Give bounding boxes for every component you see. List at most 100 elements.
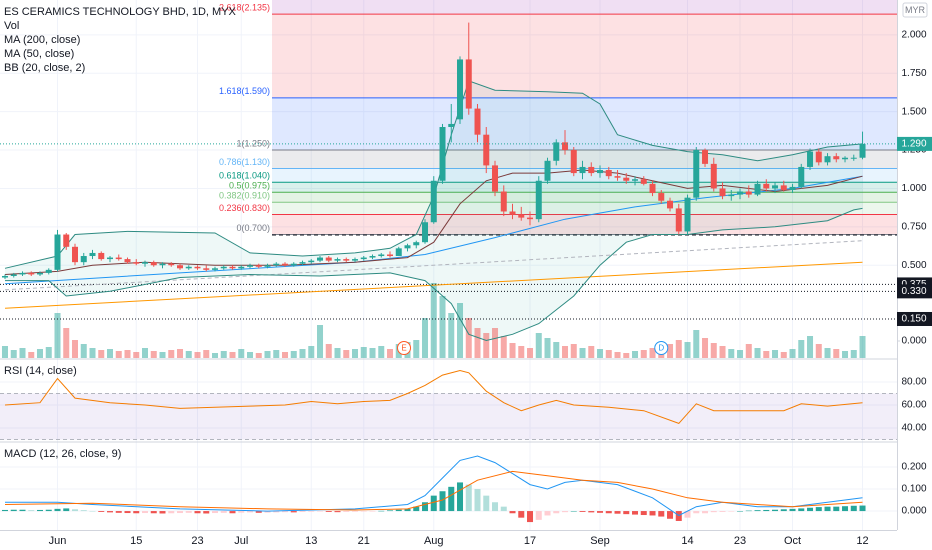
candle-body bbox=[10, 274, 17, 276]
y-tick-label: 1.750 bbox=[901, 68, 926, 79]
candle-body bbox=[430, 180, 437, 223]
macd-legend: MACD (12, 26, close, 9) bbox=[4, 448, 121, 460]
macd-histogram-bar bbox=[299, 511, 306, 512]
volume-bar bbox=[80, 344, 87, 358]
ma200-legend: MA (200, close) bbox=[4, 34, 80, 46]
candle-body bbox=[667, 200, 674, 209]
volume-bar bbox=[439, 296, 446, 358]
candle-body bbox=[115, 257, 122, 260]
candle-body bbox=[693, 150, 700, 198]
price-pane: 0(0.700) 0.236(0.830) 0.382(0.910)0.5(0.97… bbox=[0, 0, 897, 358]
volume-bar bbox=[430, 283, 437, 358]
candle-body bbox=[859, 143, 866, 158]
candle-body bbox=[308, 260, 315, 263]
currency-box[interactable] bbox=[902, 2, 928, 18]
volume-bar bbox=[614, 352, 621, 358]
volume-bar bbox=[28, 352, 35, 358]
candle-body bbox=[80, 256, 87, 263]
macd-histogram-bar bbox=[133, 511, 140, 514]
volume-bar bbox=[763, 351, 770, 358]
macd-histogram-bar bbox=[10, 509, 17, 512]
candle-body bbox=[159, 263, 166, 266]
fib-label: 0.786(1.130) bbox=[219, 157, 270, 167]
fib-label: 0(0.700) bbox=[236, 223, 270, 233]
volume-bar bbox=[737, 350, 744, 358]
volume-bar bbox=[290, 351, 297, 358]
candle-body bbox=[824, 156, 831, 163]
candle-body bbox=[264, 265, 271, 267]
volume-bar bbox=[194, 352, 201, 358]
x-tick-label: 21 bbox=[358, 535, 370, 547]
fib-label: 1.618(1.590) bbox=[219, 86, 270, 96]
y-tick-label: 0.000 bbox=[901, 506, 926, 517]
y-tick-label: 1.000 bbox=[901, 183, 926, 194]
candle-body bbox=[395, 248, 402, 257]
candle-body bbox=[483, 134, 490, 166]
candle-body bbox=[710, 163, 717, 189]
volume-bar bbox=[745, 344, 752, 358]
macd-histogram-bar bbox=[780, 509, 787, 512]
macd-histogram-bar bbox=[570, 511, 577, 512]
macd-histogram-bar bbox=[850, 505, 857, 512]
macd-histogram-bar bbox=[203, 511, 210, 514]
volume-bar bbox=[859, 336, 866, 358]
y-tick-label: 60.00 bbox=[901, 400, 926, 411]
volume-bar bbox=[457, 303, 464, 358]
event-label: D bbox=[658, 344, 664, 353]
volume-legend: Vol bbox=[4, 20, 19, 32]
x-tick-label: 23 bbox=[734, 535, 746, 547]
volume-bar bbox=[185, 351, 192, 358]
candle-body bbox=[168, 263, 175, 266]
volume-bar bbox=[255, 353, 262, 358]
volume-bar bbox=[98, 350, 105, 358]
macd-histogram-bar bbox=[518, 511, 525, 518]
chart-title: ES CERAMICS TECHNOLOGY BHD, 1D, MYX bbox=[4, 6, 237, 18]
candle-body bbox=[509, 211, 516, 215]
candle-body bbox=[255, 265, 262, 267]
macd-histogram-bar bbox=[247, 511, 254, 513]
macd-histogram-bar bbox=[710, 511, 717, 513]
macd-histogram-bar bbox=[859, 505, 866, 512]
candle-body bbox=[737, 191, 744, 195]
macd-histogram-bar bbox=[465, 484, 472, 512]
rsi-line bbox=[4, 369, 863, 424]
macd-histogram-bar bbox=[614, 511, 621, 514]
volume-bar bbox=[273, 350, 280, 358]
macd-pane bbox=[1, 455, 866, 523]
macd-histogram-bar bbox=[807, 507, 814, 512]
fib-zone bbox=[272, 150, 897, 169]
price-line-box bbox=[897, 284, 932, 299]
macd-histogram-bar bbox=[448, 486, 455, 512]
fib-zone bbox=[272, 14, 897, 98]
macd-histogram-bar bbox=[422, 502, 429, 512]
volume-bar bbox=[387, 349, 394, 358]
macd-histogram-bar bbox=[833, 506, 840, 512]
volume-bar bbox=[247, 352, 254, 358]
candle-body bbox=[422, 222, 429, 243]
volume-bar bbox=[623, 353, 630, 358]
macd-histogram-bar bbox=[824, 506, 831, 512]
x-tick-label: Jul bbox=[234, 535, 248, 547]
volume-bar bbox=[36, 349, 43, 358]
candle-body bbox=[798, 166, 805, 187]
volume-bar bbox=[824, 348, 831, 358]
candle-body bbox=[562, 142, 569, 151]
candle-body bbox=[623, 177, 630, 181]
macd-histogram-bar bbox=[535, 511, 542, 520]
volume-bar bbox=[369, 348, 376, 358]
y-tick-label: 1.500 bbox=[901, 106, 926, 117]
macd-histogram-bar bbox=[63, 508, 70, 512]
macd-histogram-bar bbox=[640, 511, 647, 516]
event-label: E bbox=[401, 344, 406, 353]
volume-bar bbox=[45, 347, 52, 358]
macd-histogram-bar bbox=[142, 511, 149, 514]
volume-bar bbox=[142, 348, 149, 358]
candle-body bbox=[579, 166, 586, 174]
candle-body bbox=[614, 176, 621, 178]
macd-histogram-bar bbox=[36, 509, 43, 512]
macd-histogram-bar bbox=[45, 509, 52, 512]
volume-bar bbox=[63, 328, 70, 358]
macd-histogram-bar bbox=[763, 509, 770, 512]
candle-body bbox=[194, 266, 201, 269]
x-tick-label: Oct bbox=[784, 535, 801, 547]
